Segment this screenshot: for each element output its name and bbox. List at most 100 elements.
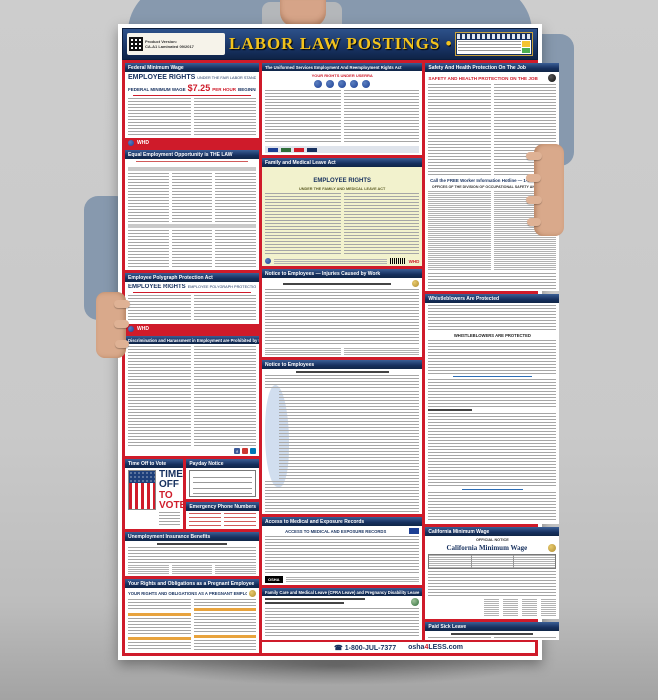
right-hand-finger — [526, 152, 542, 160]
section-bar: Federal Minimum Wage — [125, 63, 259, 72]
section-cfra: Family Care and Medical Leave (CFRA Leav… — [262, 588, 423, 640]
text-block — [128, 642, 191, 651]
offices-table — [428, 191, 491, 271]
text-block — [128, 173, 169, 222]
product-version-line2: CA-A1 Laminated 09/2017 — [145, 44, 194, 49]
text-block — [215, 173, 257, 222]
schedule-column — [503, 599, 519, 617]
section-bar: Unemployment Insurance Benefits — [125, 532, 259, 541]
numbered-item — [279, 463, 420, 479]
text-block — [193, 346, 256, 446]
section-bar: Equal Employment Opportunity is THE LAW — [125, 150, 259, 159]
section-bar: Paid Sick Leave — [425, 622, 560, 631]
section-bar: Family and Medical Leave Act — [262, 158, 423, 167]
fmw-per-hour: PER HOUR — [212, 87, 236, 92]
section-medical-exposure-records: Access to Medical and Exposure Records A… — [262, 517, 423, 585]
fmw-wage-value: $7.25 — [187, 83, 211, 93]
logo-mark — [268, 147, 278, 152]
fmla-title: EMPLOYEE RIGHTS — [313, 178, 372, 184]
section-bar: Safety And Health Protection On The Job — [425, 63, 560, 72]
text-block — [285, 577, 420, 582]
poster-header: Product Version: CA-A1 Laminated 09/2017… — [122, 28, 538, 60]
wage-rate-table — [428, 554, 557, 569]
section-userra: The Uniformed Services Employment And Re… — [262, 63, 423, 155]
safety-title: SAFETY AND HEALTH PROTECTION ON THE JOB — [428, 75, 538, 81]
signature-line — [265, 348, 341, 355]
section-whistleblowers: Whistleblowers Are Protected WHISTLEBLOW… — [425, 294, 560, 524]
text-block — [265, 90, 341, 144]
footer-phone-number: 1-800-JUL-7377 — [344, 644, 397, 652]
orange-subhead — [193, 635, 256, 638]
dol-seal-icon — [265, 258, 271, 264]
linkedin-icon — [250, 448, 256, 454]
userra-subtitle: YOUR RIGHTS UNDER USERRA — [311, 73, 373, 78]
fmw-effective-date: BEGINNING JULY 24, 2009 — [237, 87, 256, 92]
section-edd-notice-to-employees: Notice to Employees — [262, 360, 423, 514]
google-plus-icon — [242, 448, 248, 454]
section-time-off-to-vote: Time Off to Vote TIME OFF TO VOTE — [125, 459, 184, 529]
section-bar: The Uniformed Services Employment And Re… — [262, 63, 423, 71]
edd-title-line — [295, 371, 389, 373]
cfra-title-line — [265, 598, 366, 600]
text-block — [128, 547, 256, 563]
emergency-list — [224, 513, 256, 527]
numbered-item — [279, 445, 420, 461]
sick-leave-title-line — [451, 633, 534, 635]
section-bar: Emergency Phone Numbers — [186, 502, 259, 511]
vote-payday-row: Time Off to Vote TIME OFF TO VOTE — [125, 459, 259, 529]
state-seal-icon — [249, 590, 256, 597]
state-seal-icon — [548, 544, 557, 552]
section-bar: Whistleblowers Are Protected — [425, 294, 560, 303]
worker-hotline: Call the FREE Worker Information Hotline… — [430, 178, 555, 183]
text-block — [493, 637, 557, 638]
section-bar: Notice to Employees — Injuries Caused by… — [262, 269, 423, 278]
compliance-key-box — [455, 32, 533, 56]
schedule-column — [484, 599, 500, 617]
text-block — [265, 289, 420, 346]
userra-logo-strip — [265, 146, 420, 153]
compliance-key-lines — [458, 41, 521, 53]
product-version-text: Product Version: CA-A1 Laminated 09/2017 — [145, 39, 194, 49]
poster-footer-strip: ☎ 1-800-JUL-7377 osha4LESS.com — [262, 642, 535, 653]
official-notice-label: OFFICIAL NOTICE — [475, 538, 509, 542]
osha-logo: OSHA — [265, 576, 283, 583]
left-column: Federal Minimum Wage EMPLOYEE RIGHTS UND… — [125, 63, 259, 653]
section-emergency-numbers: Emergency Phone Numbers — [186, 502, 259, 529]
logo-mark — [307, 147, 317, 152]
text-block — [265, 193, 341, 256]
text-block — [265, 536, 420, 574]
section-bar: Discrimination and Harassment in Employm… — [125, 336, 259, 344]
records-title: ACCESS TO MEDICAL AND EXPOSURE RECORDS — [285, 528, 387, 534]
text-block — [128, 565, 169, 574]
vote-headline-1: TIME OFF — [159, 469, 183, 490]
osha4less-logo: osha4LESS.com — [408, 644, 463, 651]
brand-less: LESS.com — [428, 644, 463, 651]
text-block — [159, 512, 181, 527]
section-pregnant-employee: Your Rights and Obligations as a Pregnan… — [125, 579, 259, 653]
military-seal-icon — [362, 80, 371, 88]
text-block — [171, 230, 213, 268]
fmw-wage-label: FEDERAL MINIMUM WAGE — [128, 87, 186, 92]
text-block — [343, 90, 420, 144]
fmla-subtitle: UNDER THE FAMILY AND MEDICAL LEAVE ACT — [299, 187, 386, 191]
orange-subhead — [128, 613, 191, 616]
hyperlink-line — [452, 376, 533, 377]
fmw-title: EMPLOYEE RIGHTS — [128, 74, 196, 81]
numbered-item — [279, 391, 420, 407]
eeo-section-band — [128, 224, 256, 228]
dol-footer: WHD — [125, 138, 259, 147]
pregnant-title: YOUR RIGHTS AND OBLIGATIONS AS A PREGNAN… — [128, 591, 247, 596]
compliance-key-body — [457, 40, 531, 54]
section-safety-health: Safety And Health Protection On The Job … — [425, 63, 560, 291]
dol-footer: WHD — [125, 324, 259, 333]
text-block — [428, 379, 557, 407]
military-seal-icon — [350, 80, 359, 88]
text-block — [265, 481, 420, 512]
compliance-key-header — [457, 34, 531, 39]
eeo-subtitle-lines — [136, 161, 248, 165]
cal-osha-seal-icon — [548, 74, 557, 82]
whd-label: WHD — [408, 258, 420, 264]
right-hand-finger — [527, 218, 541, 226]
payday-form — [189, 470, 256, 497]
schedule-column — [522, 599, 538, 617]
